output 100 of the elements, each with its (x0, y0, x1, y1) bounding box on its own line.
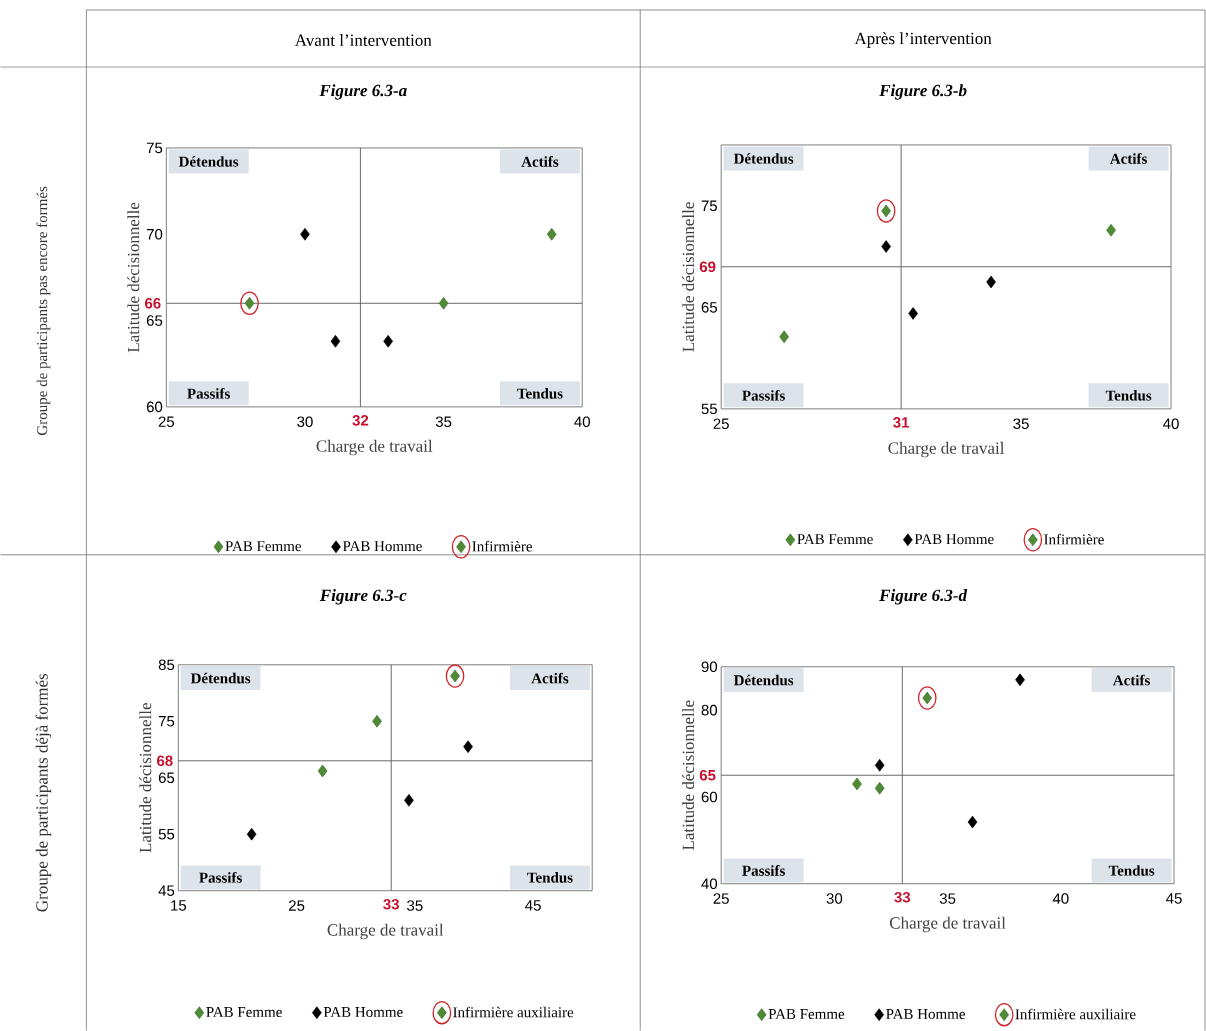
x-tick-label: 25 (713, 893, 729, 904)
annotation: Tendus (517, 388, 563, 399)
point (330, 334, 341, 348)
text: Groupe de participants déjà formés (35, 673, 52, 912)
annotation: Passifs (742, 389, 785, 401)
legend-label: PAB Homme (323, 1006, 403, 1017)
point (546, 227, 557, 241)
annotation: Détendus (178, 156, 239, 167)
point (852, 777, 862, 791)
point (317, 764, 328, 778)
legend-label: PAB Femme (797, 534, 873, 545)
annotation: Détendus (733, 674, 794, 686)
y-tick-label: 45 (158, 885, 175, 896)
legend-label: Infirmière auxiliaire (453, 1006, 574, 1018)
text: Avant l’intervention (294, 33, 432, 46)
chart-title: Figure 6.3-c (319, 589, 407, 605)
x-tick-label: 35 (407, 900, 423, 911)
x-tick-label: 35 (435, 416, 452, 427)
annotation: Passifs (187, 387, 230, 399)
annotation: Actifs (531, 672, 569, 684)
x-tick-label: 15 (171, 900, 187, 911)
point (463, 740, 473, 753)
x-axis-title: Charge de travail (327, 923, 444, 940)
y-tick-label: 90 (701, 661, 718, 673)
x-tick-label: 40 (1163, 418, 1179, 429)
ref-line-label: 33 (383, 898, 399, 910)
annotation: Tendus (527, 872, 573, 883)
annotation: Actifs (521, 156, 559, 167)
y-tick-label: 55 (701, 403, 718, 415)
legend-label: PAB Femme (206, 1006, 282, 1017)
legend-label: PAB Homme (342, 541, 422, 552)
y-tick-label: 65 (701, 302, 718, 313)
x-tick-label: 30 (826, 893, 843, 904)
legend-label: PAB Femme (225, 541, 302, 552)
ref-line-label: 32 (352, 415, 369, 426)
legend-label: Infirmière (472, 540, 533, 552)
y-tick-label: 80 (701, 704, 718, 716)
y-tick-label: 75 (146, 142, 163, 154)
text: Groupe de participants pas encore formés (36, 186, 51, 435)
y-tick-label: 65 (158, 772, 175, 784)
y-tick-label: 55 (158, 828, 175, 840)
point (372, 714, 382, 728)
x-axis-title: Charge de travail (888, 441, 1005, 458)
annotation: Tendus (1108, 865, 1155, 876)
point (404, 794, 414, 807)
annotation: Passifs (199, 872, 242, 883)
point (300, 227, 310, 241)
y-tick-label: 65 (146, 315, 163, 326)
x-tick-label: 45 (1166, 893, 1182, 904)
x-tick-label: 35 (1013, 418, 1029, 429)
annotation: Passifs (742, 865, 785, 876)
x-axis-title: Charge de travail (316, 439, 433, 456)
annotation: Détendus (733, 153, 794, 164)
annotation: Actifs (1109, 153, 1147, 164)
point (438, 296, 449, 310)
point (1015, 673, 1025, 687)
ref-line-label: 69 (699, 261, 716, 273)
legend-label: Infirmière auxiliaire (1015, 1008, 1136, 1020)
point (967, 815, 978, 829)
y-axis-title: Latitude décisionnelle (682, 202, 695, 352)
point (874, 758, 885, 772)
y-tick-label: 60 (146, 401, 163, 413)
point (908, 307, 918, 320)
chart-title: Figure 6.3-b (879, 84, 967, 100)
legend-label: Infirmière (1044, 533, 1104, 545)
x-tick-label: 45 (525, 900, 541, 911)
x-tick-label: 25 (713, 418, 729, 429)
legend-label: PAB Homme (886, 1008, 965, 1019)
x-tick-label: 30 (297, 416, 313, 427)
annotation: Tendus (1105, 390, 1152, 401)
chart-title: Figure 6.3-d (879, 589, 968, 605)
text: Après l’intervention (854, 32, 992, 48)
x-axis-title: Charge de travail (889, 916, 1006, 933)
ref-line-label: 66 (145, 297, 161, 309)
y-tick-label: 60 (701, 791, 718, 803)
ref-line-label: 33 (894, 891, 911, 903)
legend-label: PAB Femme (768, 1008, 845, 1019)
annotation: Actifs (1112, 674, 1150, 686)
point (779, 330, 789, 344)
x-tick-label: 40 (574, 416, 590, 427)
y-axis-title: Latitude décisionnelle (127, 202, 140, 353)
point (1106, 223, 1116, 237)
y-tick-label: 70 (146, 228, 163, 240)
y-tick-label: 75 (701, 200, 718, 212)
chart-title: Figure 6.3-a (319, 84, 407, 100)
x-tick-label: 25 (289, 900, 305, 911)
point (986, 275, 996, 289)
point (383, 334, 393, 348)
point (881, 240, 891, 253)
y-axis-title: Latitude décisionnelle (682, 700, 695, 850)
ref-line-label: 31 (893, 417, 910, 428)
x-tick-label: 35 (939, 893, 956, 904)
ref-line-label: 68 (157, 755, 173, 767)
x-tick-label: 25 (158, 416, 175, 427)
point (246, 827, 257, 841)
x-tick-label: 40 (1052, 893, 1069, 904)
legend-label: PAB Homme (914, 534, 994, 545)
annotation: Détendus (190, 672, 251, 684)
y-tick-label: 85 (158, 659, 175, 671)
point (874, 781, 885, 795)
